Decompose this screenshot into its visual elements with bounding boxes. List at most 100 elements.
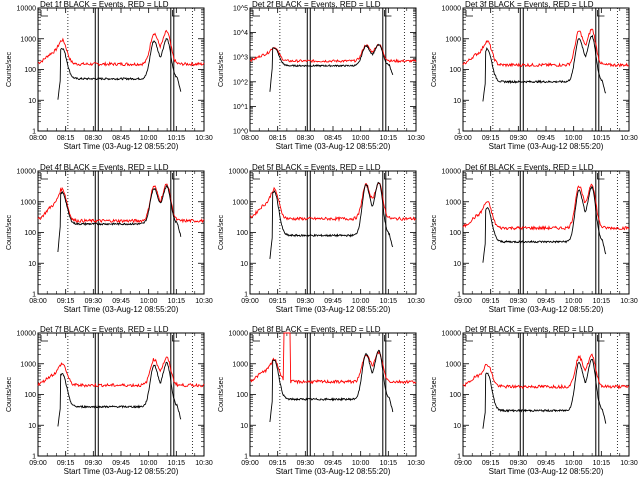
x-tick-label: 09:15 (482, 298, 500, 305)
panel-det-3: Det 3f BLACK = Events, RED = LLD 1 10 100 10… (431, 0, 638, 151)
y-tick-label: 10^2 (233, 79, 248, 86)
x-tick-label: 09:30 (297, 298, 315, 305)
x-axis-label: Start Time (03-Aug-12 08:55:20) (64, 305, 179, 314)
x-axis-label: Start Time (03-Aug-12 08:55:20) (489, 467, 604, 476)
series-lld-line (462, 353, 630, 390)
x-tick-label: 10:30 (195, 298, 213, 305)
x-tick-label: 09:15 (269, 460, 287, 467)
x-tick-label: 08:30 (297, 135, 315, 142)
x-tick-label: 10:15 (380, 298, 398, 305)
panel-det-1: Det 1f BLACK = Events, RED = LLD 1 10 100 10… (6, 0, 213, 151)
x-tick-label: 10:30 (195, 135, 213, 142)
y-tick-label: 10000 (442, 169, 462, 176)
corner-bracket-left (465, 173, 473, 180)
y-tick-label: 10000 (442, 331, 462, 338)
y-tick-label: 10 (240, 261, 248, 268)
x-tick-label: 08:45 (324, 135, 342, 142)
y-tick-label: 10 (28, 98, 36, 105)
panel-det-9: Det 9f BLACK = Events, RED = LLD 1 10 100 10… (431, 325, 638, 476)
y-tick-label: 1 (457, 454, 461, 461)
x-tick-label: 10:00 (565, 135, 583, 142)
x-tick-label: 09:00 (454, 135, 472, 142)
y-tick-label: 1000 (445, 361, 461, 368)
x-axis-label: Start Time (03-Aug-12 08:55:20) (276, 142, 391, 151)
series-lld-line (37, 183, 205, 224)
y-tick-label: 1000 (445, 36, 461, 43)
x-tick-label: 08:00 (241, 135, 259, 142)
corner-bracket-right (597, 10, 605, 17)
plot-frame (462, 170, 630, 295)
y-tick-label: 1 (457, 129, 461, 136)
x-tick-label: 10:00 (352, 298, 370, 305)
corner-bracket-right (597, 173, 605, 180)
x-tick-label: 09:45 (537, 135, 555, 142)
x-tick-label: 09:45 (112, 298, 130, 305)
x-tick-label: 09:15 (482, 135, 500, 142)
y-tick-label: 1000 (20, 361, 36, 368)
y-tick-label: 100 (236, 392, 248, 399)
corner-bracket-right (384, 335, 392, 342)
plot-frame (462, 332, 630, 457)
series-events-line (269, 181, 394, 259)
x-axis-label: Start Time (03-Aug-12 08:55:20) (489, 142, 604, 151)
x-tick-label: 10:30 (195, 460, 213, 467)
y-tick-label: 1000 (20, 36, 36, 43)
x-axis-label: Start Time (03-Aug-12 08:55:20) (276, 467, 391, 476)
x-axis-label: Start Time (03-Aug-12 08:55:20) (64, 142, 179, 151)
corner-bracket-left (252, 173, 260, 180)
y-tick-label: 1 (244, 454, 248, 461)
panel-title: Det 6f BLACK = Events, RED = LLD (465, 163, 594, 172)
x-tick-label: 09:30 (85, 460, 103, 467)
series-lld-line (462, 28, 630, 68)
corner-bracket-right (384, 10, 392, 17)
y-tick-label: 100 (449, 392, 461, 399)
corner-bracket-left (465, 10, 473, 17)
y-tick-label: 100 (24, 392, 36, 399)
y-tick-label: 10^4 (233, 30, 248, 37)
x-tick-label: 09:45 (112, 460, 130, 467)
y-axis-label: Counts/sec (6, 376, 13, 412)
y-tick-label: 1 (32, 129, 36, 136)
y-tick-label: 100 (236, 230, 248, 237)
corner-bracket-right (597, 335, 605, 342)
y-tick-label: 1 (32, 292, 36, 299)
y-tick-label: 10 (453, 423, 461, 430)
x-tick-label: 10:30 (620, 135, 638, 142)
y-tick-label: 100 (449, 230, 461, 237)
panel-title: Det 3f BLACK = Events, RED = LLD (465, 0, 594, 9)
series-events-line (269, 43, 394, 92)
x-tick-label: 10:00 (140, 298, 158, 305)
plot-frame (462, 7, 630, 132)
y-tick-label: 100 (24, 67, 36, 74)
y-tick-label: 100 (449, 67, 461, 74)
x-tick-label: 08:00 (29, 135, 47, 142)
series-events-line (482, 358, 607, 429)
x-tick-label: 10:30 (620, 460, 638, 467)
series-events-line (57, 361, 182, 427)
y-tick-label: 1000 (20, 199, 36, 206)
y-tick-label: 10^5 (233, 6, 248, 13)
panel-det-8: Det 8f BLACK = Events, RED = LLD 1 10 100 10… (218, 325, 425, 476)
plot-frame (249, 332, 417, 457)
panel-title: Det 5f BLACK = Events, RED = LLD (252, 163, 381, 172)
x-tick-label: 10:15 (168, 135, 186, 142)
x-tick-label: 09:45 (324, 460, 342, 467)
x-tick-label: 10:00 (140, 460, 158, 467)
series-lld-line (249, 332, 417, 385)
x-tick-label: 10:15 (168, 298, 186, 305)
series-lld-line (249, 43, 417, 64)
x-tick-label: 09:00 (454, 460, 472, 467)
x-tick-label: 10:15 (593, 460, 611, 467)
x-axis-label: Start Time (03-Aug-12 08:55:20) (64, 467, 179, 476)
y-tick-label: 1000 (232, 199, 248, 206)
x-tick-label: 09:15 (269, 298, 287, 305)
x-tick-label: 10:30 (620, 298, 638, 305)
y-tick-label: 10 (28, 423, 36, 430)
x-tick-label: 08:15 (57, 135, 75, 142)
corner-bracket-right (172, 10, 180, 17)
x-tick-label: 10:15 (380, 460, 398, 467)
corner-bracket-left (40, 335, 48, 342)
series-lld-line (37, 29, 205, 67)
x-tick-label: 09:45 (537, 298, 555, 305)
